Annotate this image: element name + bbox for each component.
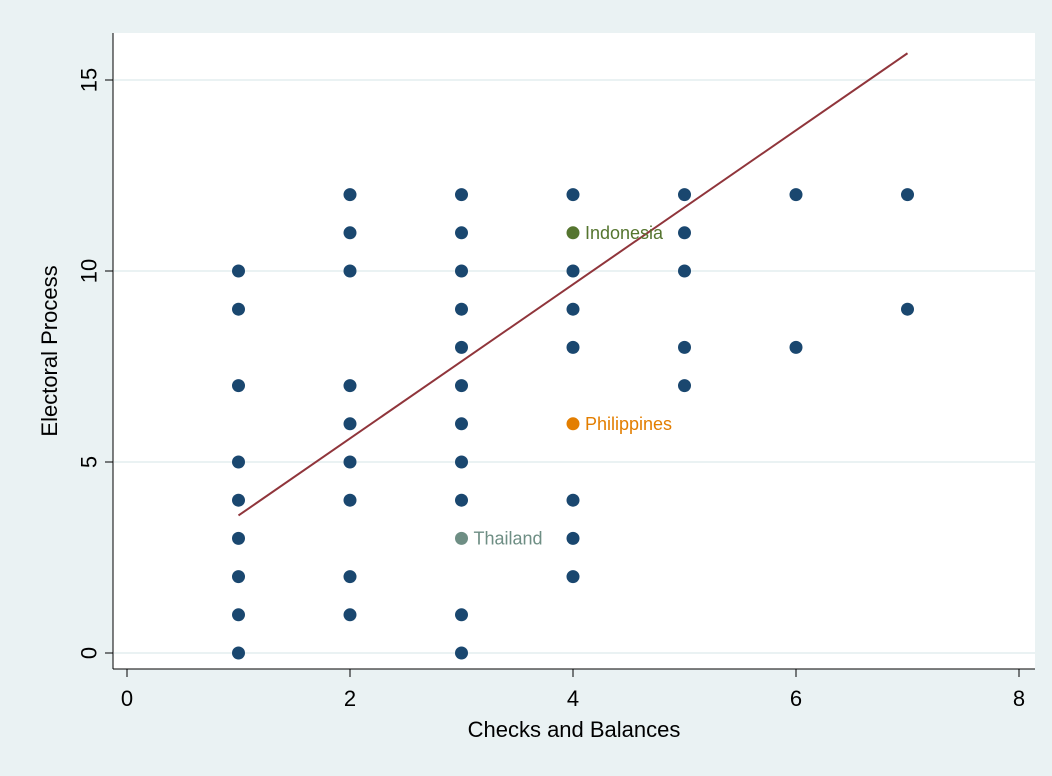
data-point	[343, 570, 357, 584]
data-point	[343, 455, 357, 469]
data-point	[232, 379, 245, 393]
data-point	[232, 493, 245, 507]
data-point	[566, 531, 580, 545]
data-point	[455, 608, 468, 622]
data-point	[678, 264, 691, 278]
point-label: Indonesia	[585, 223, 664, 243]
data-point	[678, 188, 691, 202]
data-point	[678, 379, 691, 393]
data-point	[232, 646, 245, 660]
data-point	[343, 188, 357, 202]
data-point	[901, 188, 914, 202]
data-point	[455, 379, 468, 393]
data-point	[232, 570, 245, 584]
point-labels: Indonesia Philippines Thailand	[474, 223, 673, 549]
data-point	[455, 188, 468, 202]
data-point	[455, 417, 468, 431]
fit-line-layer	[237, 52, 909, 517]
data-point	[455, 340, 468, 354]
fit-line	[237, 52, 909, 517]
highlighted-point	[566, 226, 580, 240]
data-point	[343, 264, 357, 278]
data-point	[455, 226, 468, 240]
x-tick-label: 4	[567, 686, 579, 711]
data-point	[232, 302, 245, 316]
y-tick-label: 5	[77, 456, 102, 468]
data-point	[455, 302, 468, 316]
y-tick-label: 15	[77, 68, 102, 92]
data-point	[455, 493, 468, 507]
point-label: Thailand	[474, 528, 543, 548]
data-point	[566, 188, 580, 202]
data-point	[789, 340, 803, 354]
data-point	[566, 570, 580, 584]
data-point	[343, 608, 357, 622]
data-point	[232, 608, 245, 622]
data-point	[232, 455, 245, 469]
data-point	[566, 264, 580, 278]
data-point	[343, 379, 357, 393]
x-tick-label: 2	[344, 686, 356, 711]
x-tick-label: 8	[1013, 686, 1025, 711]
data-point	[343, 493, 357, 507]
x-tick-label: 6	[790, 686, 802, 711]
axis-ticks: 0 5 10 15 0 2 4 6 8	[77, 68, 1026, 711]
data-point	[232, 264, 245, 278]
data-point	[789, 188, 803, 202]
y-axis-title: Electoral Process	[37, 265, 62, 436]
point-label: Philippines	[585, 414, 672, 434]
data-point	[343, 417, 357, 431]
x-tick-label: 0	[121, 686, 133, 711]
highlighted-point	[566, 417, 580, 431]
data-point	[455, 264, 468, 278]
y-tick-label: 0	[77, 647, 102, 659]
data-point	[566, 340, 580, 354]
data-point	[455, 455, 468, 469]
points-layer	[232, 188, 914, 660]
y-tick-label: 10	[77, 259, 102, 283]
data-point	[566, 302, 580, 316]
data-point	[343, 226, 357, 240]
data-point	[455, 646, 468, 660]
data-point	[232, 531, 245, 545]
data-point	[678, 226, 691, 240]
x-axis-title: Checks and Balances	[468, 717, 681, 742]
data-point	[678, 340, 691, 354]
data-point	[566, 493, 580, 507]
highlighted-point	[455, 531, 468, 545]
data-point	[901, 302, 914, 316]
